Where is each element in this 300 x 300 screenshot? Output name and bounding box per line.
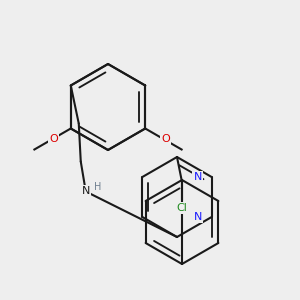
Text: N: N: [82, 187, 90, 196]
Text: O: O: [161, 134, 170, 145]
Text: Cl: Cl: [177, 203, 188, 213]
Text: N: N: [194, 212, 202, 222]
Text: H: H: [94, 182, 101, 191]
Text: N: N: [194, 172, 202, 182]
Text: O: O: [49, 134, 58, 145]
